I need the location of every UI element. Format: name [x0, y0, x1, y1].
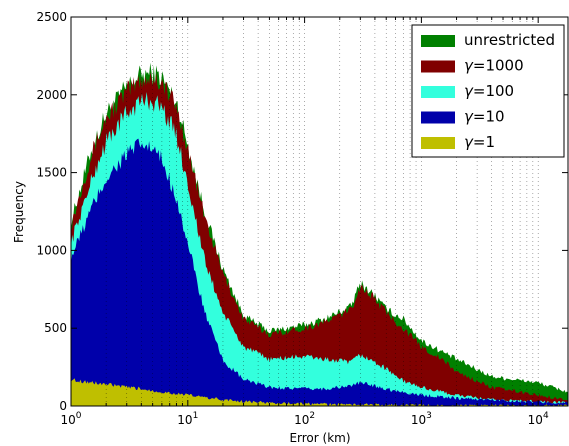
legend-label: unrestricted: [464, 31, 555, 49]
area-series-4: [71, 378, 568, 406]
legend-swatch: [421, 111, 455, 124]
legend-label: γ=1: [464, 133, 495, 151]
x-tick-label: 101: [177, 411, 198, 427]
legend-label: γ=10: [464, 108, 505, 126]
legend-swatch: [421, 137, 455, 149]
y-tick-label: 500: [44, 321, 67, 335]
legend-label: γ=100: [464, 82, 514, 100]
x-tick-label: 103: [411, 411, 432, 427]
x-tick-label: 104: [528, 411, 549, 427]
legend-label: γ=1000: [464, 57, 524, 75]
y-tick-label: 0: [59, 399, 67, 413]
legend-swatch: [421, 60, 455, 73]
series-areas: [71, 62, 568, 406]
y-tick-label: 1000: [36, 243, 67, 257]
x-axis-title: Error (km): [289, 431, 350, 445]
area-series-3: [71, 138, 568, 406]
y-tick-label: 2000: [36, 88, 67, 102]
y-axis-ticks: 0 500 1000 1500 2000 2500: [36, 10, 568, 413]
legend-swatch: [421, 86, 455, 98]
y-tick-label: 1500: [36, 166, 67, 180]
legend-swatch: [421, 35, 455, 47]
y-tick-label: 2500: [36, 10, 67, 24]
x-axis-ticks: 100 101 102 103 104: [60, 17, 549, 427]
plot-frame: [70, 16, 569, 407]
x-tick-label: 102: [294, 411, 315, 427]
legend: unrestricted γ=1000 γ=100 γ=10 γ=1: [411, 24, 565, 158]
x-tick-label: 100: [60, 411, 81, 427]
y-axis-title: Frequency: [12, 181, 26, 243]
